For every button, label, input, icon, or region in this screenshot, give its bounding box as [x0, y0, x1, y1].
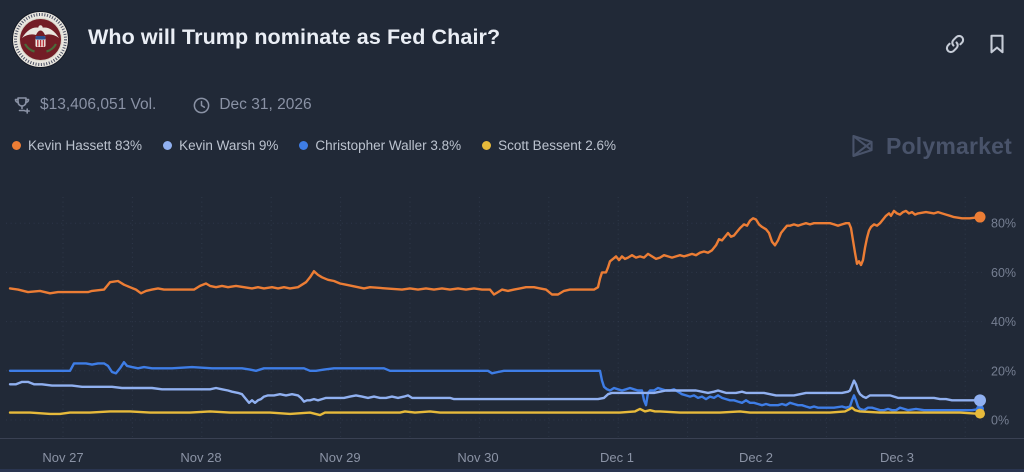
x-axis-label: Nov 30 [457, 450, 498, 465]
series-line-scott-bessent [8, 406, 982, 417]
x-axis-label: Nov 27 [42, 450, 83, 465]
legend-item-christopher-waller[interactable]: Christopher Waller 3.8% [299, 138, 461, 153]
legend-label: Scott Bessent 2.6% [498, 138, 616, 153]
polymarket-logo-icon [852, 134, 873, 158]
x-axis-label: Dec 2 [739, 450, 773, 465]
legend-item-kevin-warsh[interactable]: Kevin Warsh 9% [163, 138, 278, 153]
volume-group: $13,406,051 Vol. [12, 95, 156, 115]
volume-value: $13,406,051 Vol. [40, 96, 157, 113]
y-axis-label: 60% [991, 266, 1016, 280]
market-icon-fed-seal [12, 11, 69, 68]
market-stats-row: $13,406,051 Vol. Dec 31, 2026 [12, 95, 312, 115]
series-end-dot-kevin-warsh [974, 394, 986, 407]
series-line-christopher-waller [8, 361, 982, 412]
y-axis-label: 80% [991, 217, 1016, 231]
trophy-icon [14, 97, 30, 114]
header-actions [942, 31, 1010, 57]
end-date-value: Dec 31, 2026 [219, 96, 312, 113]
series-end-dot-scott-bessent [975, 408, 985, 419]
legend-item-kevin-hassett[interactable]: Kevin Hassett 83% [12, 138, 142, 153]
y-axis-label: 40% [991, 315, 1016, 329]
bookmark-button[interactable] [984, 31, 1010, 57]
chart-legend: Kevin Hassett 83% Kevin Warsh 9% Christoph… [12, 138, 616, 153]
legend-label: Christopher Waller 3.8% [315, 138, 462, 153]
clock-icon [193, 97, 210, 113]
series-line-kevin-hassett [8, 209, 982, 296]
series-end-dot-kevin-hassett [974, 211, 986, 223]
y-axis-label: 0% [991, 414, 1009, 428]
x-axis-label: Nov 29 [319, 450, 360, 465]
bookmark-icon [990, 34, 1004, 54]
bottom-edge-strip [0, 469, 1024, 472]
legend-dot [163, 141, 173, 150]
x-axis-label: Dec 1 [600, 450, 634, 465]
copy-link-button[interactable] [942, 31, 968, 57]
market-title: Who will Trump nominate as Fed Chair? [88, 25, 501, 49]
legend-label: Kevin Hassett 83% [28, 138, 143, 153]
x-axis-label: Nov 28 [180, 450, 221, 465]
x-axis-label: Dec 3 [880, 450, 914, 465]
polymarket-wordmark: Polymarket [885, 132, 1012, 159]
y-axis-label: 20% [991, 364, 1016, 378]
legend-dot [482, 141, 492, 150]
legend-dot [12, 141, 21, 150]
end-date-group: Dec 31, 2026 [192, 96, 312, 115]
legend-label: Kevin Warsh 9% [179, 138, 279, 153]
series-line-kevin-warsh [8, 379, 982, 404]
legend-item-scott-bessent[interactable]: Scott Bessent 2.6% [482, 138, 616, 153]
legend-dot [299, 141, 309, 150]
polymarket-watermark: Polymarket [848, 131, 1012, 161]
link-icon [945, 34, 965, 54]
